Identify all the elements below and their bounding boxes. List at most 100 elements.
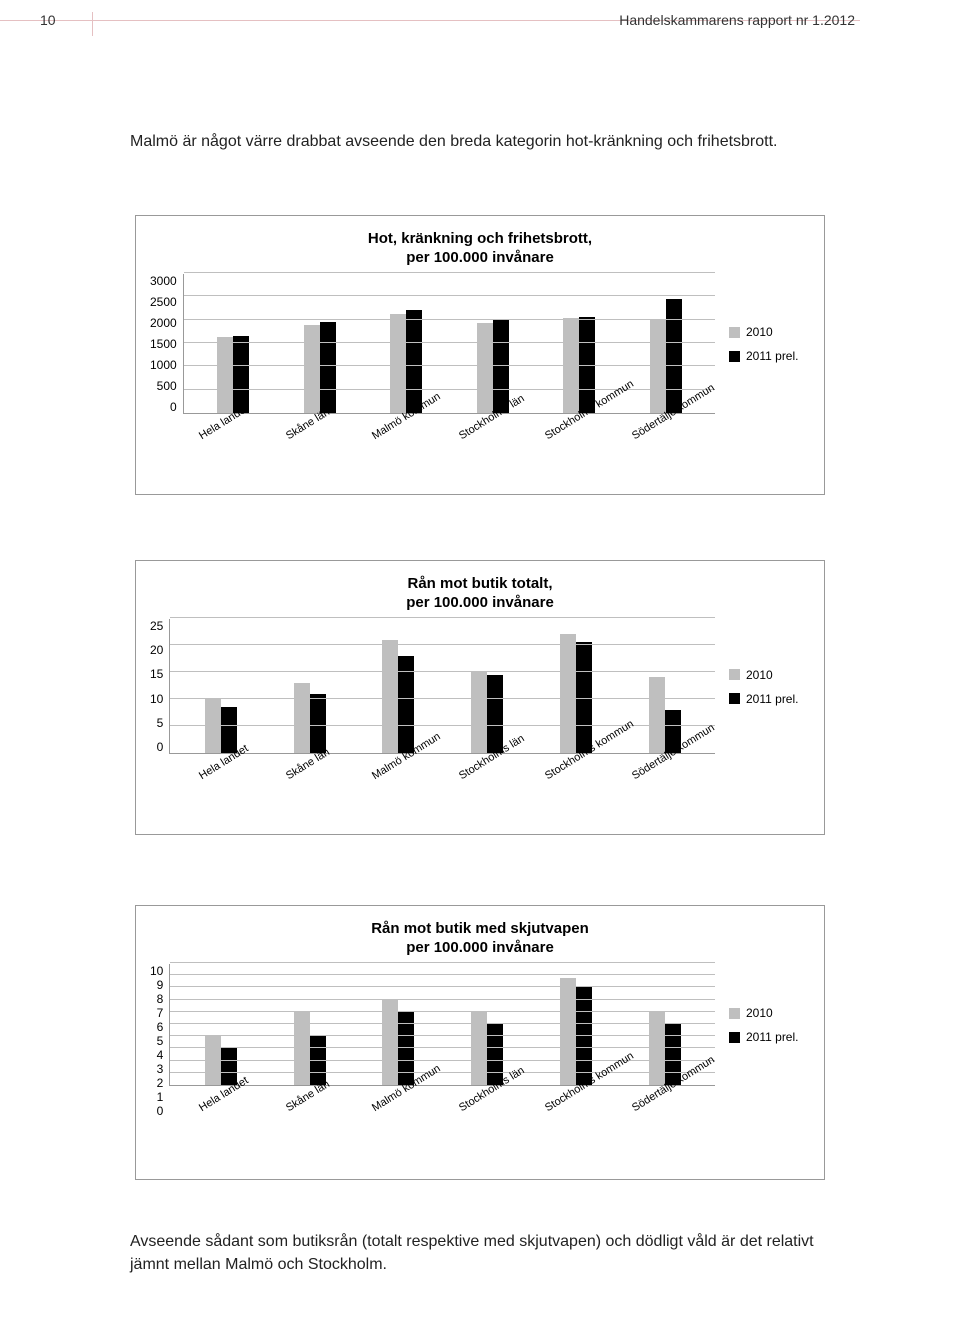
chart2-title: Rån mot butik totalt, xyxy=(136,575,824,592)
y-tick-label: 5 xyxy=(157,1034,164,1048)
chart1-plot xyxy=(183,274,715,414)
chart3-subtitle: per 100.000 invånare xyxy=(136,939,824,956)
bar-group xyxy=(294,683,326,753)
y-tick-label: 3000 xyxy=(150,274,177,288)
gridline xyxy=(170,999,715,1000)
y-tick-label: 4 xyxy=(157,1048,164,1062)
legend-item-2010: 2010 xyxy=(729,1006,810,1020)
chart2-x-labels: Hela landetSkåne länMalmö kommunStockhol… xyxy=(184,754,714,814)
chart2-legend: 2010 2011 prel. xyxy=(715,619,810,754)
y-tick-label: 15 xyxy=(150,667,163,681)
outro-paragraph: Avseende sådant som butiksrån (totalt re… xyxy=(130,1230,830,1276)
gridline xyxy=(170,1035,715,1036)
chart-ran-butik-skjutvapen: Rån mot butik med skjutvapen per 100.000… xyxy=(135,905,825,1180)
chart3-legend: 2010 2011 prel. xyxy=(715,964,810,1086)
chart1-title: Hot, kränkning och frihetsbrott, xyxy=(136,230,824,247)
legend-item-2011: 2011 prel. xyxy=(729,1030,810,1044)
chart2-plot xyxy=(169,619,715,754)
bar-group xyxy=(205,699,237,753)
y-tick-label: 500 xyxy=(157,379,177,393)
gridline xyxy=(170,644,715,645)
chart3-plot xyxy=(169,964,715,1086)
chart3-y-axis: 109876543210 xyxy=(150,964,169,1086)
legend-item-2011: 2011 prel. xyxy=(729,692,810,706)
bar-2011 xyxy=(406,310,422,413)
gridline xyxy=(184,389,715,390)
bar-2010 xyxy=(205,699,221,753)
y-tick-label: 9 xyxy=(157,978,164,992)
bar-group xyxy=(560,634,592,753)
legend-swatch-2011 xyxy=(729,1032,740,1043)
bar-group xyxy=(304,322,336,413)
gridline xyxy=(184,295,715,296)
y-tick-label: 25 xyxy=(150,619,163,633)
intro-paragraph: Malmö är något värre drabbat avseende de… xyxy=(130,130,830,153)
y-tick-label: 2 xyxy=(157,1076,164,1090)
y-tick-label: 7 xyxy=(157,1006,164,1020)
legend-item-2011: 2011 prel. xyxy=(729,349,810,363)
legend-swatch-2010 xyxy=(729,1008,740,1019)
gridline xyxy=(170,1047,715,1048)
legend-label-2011: 2011 prel. xyxy=(746,1030,798,1044)
chart2-y-axis: 2520151050 xyxy=(150,619,169,754)
gridline xyxy=(170,974,715,975)
gridline xyxy=(170,698,715,699)
legend-label-2010: 2010 xyxy=(746,325,773,339)
chart-ran-butik-totalt: Rån mot butik totalt, per 100.000 invåna… xyxy=(135,560,825,835)
legend-label-2010: 2010 xyxy=(746,668,773,682)
y-tick-label: 1 xyxy=(157,1090,164,1104)
bar-group xyxy=(560,978,592,1085)
bar-group xyxy=(650,299,682,413)
chart1-subtitle: per 100.000 invånare xyxy=(136,249,824,266)
bar-2010 xyxy=(390,314,406,413)
gridline xyxy=(184,319,715,320)
legend-label-2011: 2011 prel. xyxy=(746,349,798,363)
y-tick-label: 10 xyxy=(150,692,163,706)
bar-group xyxy=(649,677,681,753)
chart3-x-labels: Hela landetSkåne länMalmö kommunStockhol… xyxy=(184,1086,714,1146)
bar-group xyxy=(217,336,249,413)
bar-2010 xyxy=(649,677,665,753)
y-tick-label: 10 xyxy=(150,964,163,978)
chart-hot-krankning: Hot, kränkning och frihetsbrott, per 100… xyxy=(135,215,825,495)
chart3-title: Rån mot butik med skjutvapen xyxy=(136,920,824,937)
bar-2011 xyxy=(221,707,237,753)
bar-2010 xyxy=(217,337,233,413)
bar-group xyxy=(390,310,422,413)
gridline xyxy=(170,617,715,618)
gridline xyxy=(170,986,715,987)
bar-2010 xyxy=(560,634,576,753)
bar-2010 xyxy=(382,640,398,753)
chart1-x-labels: Hela landetSkåne länMalmö kommunStockhol… xyxy=(184,414,714,474)
legend-item-2010: 2010 xyxy=(729,325,810,339)
legend-swatch-2011 xyxy=(729,351,740,362)
y-tick-label: 2000 xyxy=(150,316,177,330)
bar-2011 xyxy=(320,322,336,413)
legend-label-2010: 2010 xyxy=(746,1006,773,1020)
gridline xyxy=(170,671,715,672)
bar-2011 xyxy=(233,336,249,413)
legend-swatch-2010 xyxy=(729,327,740,338)
bar-2010 xyxy=(471,672,487,753)
y-tick-label: 1000 xyxy=(150,358,177,372)
y-tick-label: 2500 xyxy=(150,295,177,309)
legend-swatch-2010 xyxy=(729,669,740,680)
bar-2010 xyxy=(294,683,310,753)
header-vertical-rule xyxy=(92,12,93,36)
bar-2010 xyxy=(560,978,576,1085)
chart1-legend: 2010 2011 prel. xyxy=(715,274,810,414)
gridline xyxy=(184,365,715,366)
y-tick-label: 1500 xyxy=(150,337,177,351)
bar-2010 xyxy=(304,325,320,413)
y-tick-label: 20 xyxy=(150,643,163,657)
y-tick-label: 0 xyxy=(157,740,164,754)
chart1-y-axis: 300025002000150010005000 xyxy=(150,274,183,414)
y-tick-label: 6 xyxy=(157,1020,164,1034)
bar-2011 xyxy=(310,694,326,753)
y-tick-label: 3 xyxy=(157,1062,164,1076)
bar-2011 xyxy=(487,675,503,753)
chart2-subtitle: per 100.000 invånare xyxy=(136,594,824,611)
bar-2010 xyxy=(477,323,493,413)
gridline xyxy=(184,272,715,273)
gridline xyxy=(170,1011,715,1012)
